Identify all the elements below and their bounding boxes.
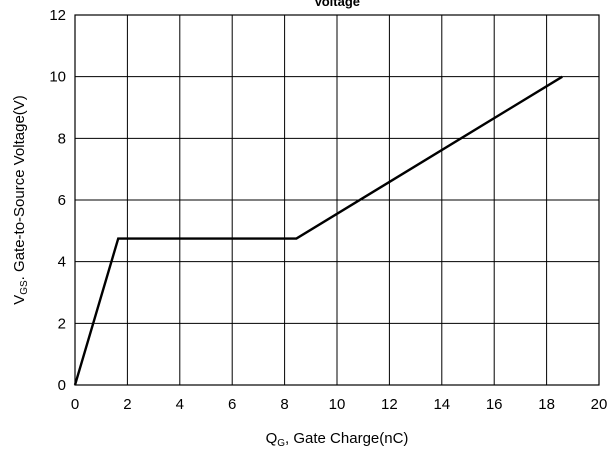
x-tick-label: 6 bbox=[228, 396, 236, 413]
chart-title: Voltage bbox=[314, 0, 360, 9]
y-tick-label: 6 bbox=[58, 192, 66, 209]
y-tick-label: 10 bbox=[49, 69, 66, 86]
y-tick-label: 12 bbox=[49, 7, 66, 24]
x-axis-label: QG, Gate Charge(nC) bbox=[266, 430, 409, 449]
y-tick-label: 0 bbox=[58, 377, 66, 394]
y-axis-label: VGS. Gate-to-Source Voltage(V) bbox=[11, 95, 30, 305]
series-line bbox=[73, 75, 563, 386]
x-tick-label: 14 bbox=[433, 396, 450, 413]
series-layer bbox=[73, 75, 563, 386]
x-tick-label: 0 bbox=[71, 396, 79, 413]
x-tick-label: 10 bbox=[329, 396, 346, 413]
x-tick-label: 12 bbox=[381, 396, 398, 413]
y-tick-label: 2 bbox=[58, 315, 66, 332]
x-tick-label: 4 bbox=[176, 396, 184, 413]
y-tick-labels: 0 2 4 6 8 10 12 bbox=[49, 7, 66, 394]
y-tick-label: 4 bbox=[58, 254, 66, 271]
x-tick-label: 18 bbox=[538, 396, 555, 413]
x-tick-labels: 0 2 4 6 8 10 12 14 16 18 20 bbox=[71, 396, 608, 413]
x-tick-label: 8 bbox=[280, 396, 288, 413]
x-tick-label: 20 bbox=[591, 396, 608, 413]
y-tick-label: 8 bbox=[58, 130, 66, 147]
x-tick-label: 2 bbox=[123, 396, 131, 413]
plot-frame bbox=[74, 14, 600, 386]
grid bbox=[75, 15, 599, 385]
x-tick-label: 16 bbox=[486, 396, 503, 413]
plot-border bbox=[74, 14, 600, 386]
